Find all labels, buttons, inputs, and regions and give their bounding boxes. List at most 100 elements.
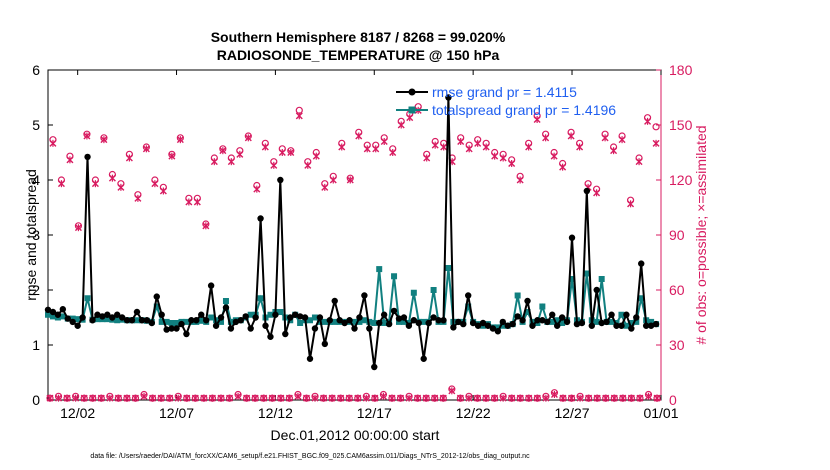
- rmse-point: [138, 317, 146, 324]
- rmse-point: [395, 315, 403, 322]
- rmse-point: [425, 319, 432, 327]
- rmse-point: [410, 317, 418, 324]
- rmse-point: [356, 314, 363, 321]
- rmse-point: [435, 317, 442, 324]
- rmse-point: [94, 311, 101, 318]
- totalspread-point: [376, 266, 383, 273]
- rmse-point: [128, 317, 136, 324]
- legend-rmse-label: rmse grand pr = 1.4115: [432, 84, 577, 100]
- totalspread-point: [198, 317, 205, 324]
- y2-tick-label: 0: [669, 392, 677, 408]
- totalspread-point: [628, 320, 635, 326]
- rmse-point: [183, 330, 190, 338]
- rmse-point: [593, 286, 600, 294]
- rmse-point: [652, 320, 660, 328]
- y-tick-label: 3: [32, 227, 40, 243]
- rmse-point: [296, 313, 304, 320]
- y-tick-label: 6: [32, 62, 40, 78]
- rmse-point: [598, 319, 605, 327]
- totalspread-point: [554, 317, 561, 324]
- totalspread-point: [114, 317, 121, 324]
- totalspread-point: [420, 318, 427, 325]
- rmse-point: [400, 314, 408, 321]
- totalspread-point: [608, 318, 615, 325]
- rmse-point: [371, 363, 378, 371]
- rmse-point: [524, 297, 531, 305]
- rmse-point: [499, 318, 507, 326]
- rmse-point: [539, 317, 546, 324]
- y-tick-label: 0: [32, 392, 40, 408]
- totalspread-point: [321, 318, 328, 325]
- rmse-point: [351, 325, 358, 332]
- rmse-point: [143, 317, 151, 324]
- totalspread-point: [49, 313, 56, 320]
- rmse-point: [415, 319, 422, 327]
- totalspread-point: [94, 316, 101, 323]
- rmse-point: [628, 325, 635, 332]
- rmse-point: [84, 153, 91, 161]
- rmse-point: [49, 308, 57, 316]
- rmse-point: [291, 311, 299, 318]
- totalspread-point: [633, 318, 640, 325]
- totalspread-point: [648, 318, 655, 325]
- rmse-point: [336, 317, 343, 324]
- rmse-point: [346, 317, 353, 324]
- rmse-point: [242, 313, 249, 320]
- rmse-point: [380, 311, 388, 318]
- rmse-point: [262, 322, 269, 329]
- obs-possible-marker: [652, 123, 660, 131]
- rmse-point: [252, 314, 259, 321]
- totalspread-point: [361, 317, 368, 324]
- rmse-point: [489, 325, 497, 332]
- totalspread-point: [133, 317, 140, 324]
- rmse-point: [479, 319, 487, 327]
- totalspread-point: [410, 289, 417, 296]
- rmse-point: [316, 314, 324, 321]
- totalspread-point: [371, 320, 378, 326]
- totalspread-point: [445, 265, 452, 271]
- y-tick-label: 5: [32, 117, 40, 133]
- totalspread-point: [559, 320, 566, 326]
- rmse-point: [198, 311, 205, 318]
- totalspread-point: [163, 318, 170, 325]
- totalspread-point: [494, 324, 501, 331]
- rmse-point: [118, 314, 126, 321]
- rmse-point: [341, 319, 348, 327]
- rmse-point: [494, 328, 502, 335]
- rmse-point: [405, 322, 413, 329]
- totalspread-point: [227, 318, 234, 325]
- rmse-point: [440, 317, 447, 324]
- y-tick-label: 1: [32, 337, 40, 353]
- rmse-point: [104, 311, 111, 318]
- rmse-point: [558, 314, 566, 321]
- rmse-point: [227, 325, 235, 332]
- totalspread-point: [307, 317, 314, 324]
- totalspread-point: [277, 309, 284, 315]
- x-tick-label: 12/27: [554, 405, 589, 421]
- chart-subtitle: RADIOSONDE_TEMPERATURE @ 150 hPa: [217, 47, 500, 63]
- rmse-point: [568, 234, 576, 241]
- rmse-point: [311, 325, 319, 332]
- rmse-point: [588, 322, 595, 329]
- totalspread-point: [381, 320, 388, 326]
- rmse-point: [450, 324, 457, 331]
- totalspread-point: [618, 311, 625, 318]
- rmse-point: [123, 317, 131, 324]
- rmse-point: [64, 315, 71, 322]
- rmse-point: [514, 313, 521, 320]
- rmse-point: [173, 325, 180, 332]
- rmse-point: [361, 292, 368, 299]
- rmse-point: [74, 322, 81, 329]
- rmse-point: [613, 322, 620, 329]
- x-tick-label: 12/17: [357, 405, 392, 421]
- totalspread-point: [69, 315, 76, 322]
- rmse-point: [232, 318, 240, 326]
- rmse-point: [460, 320, 467, 328]
- rmse-point: [212, 322, 220, 329]
- rmse-point: [301, 314, 309, 321]
- totalspread-point: [208, 314, 215, 321]
- totalspread-point: [267, 311, 274, 318]
- rmse-point: [168, 325, 175, 332]
- rmse-point: [277, 176, 284, 184]
